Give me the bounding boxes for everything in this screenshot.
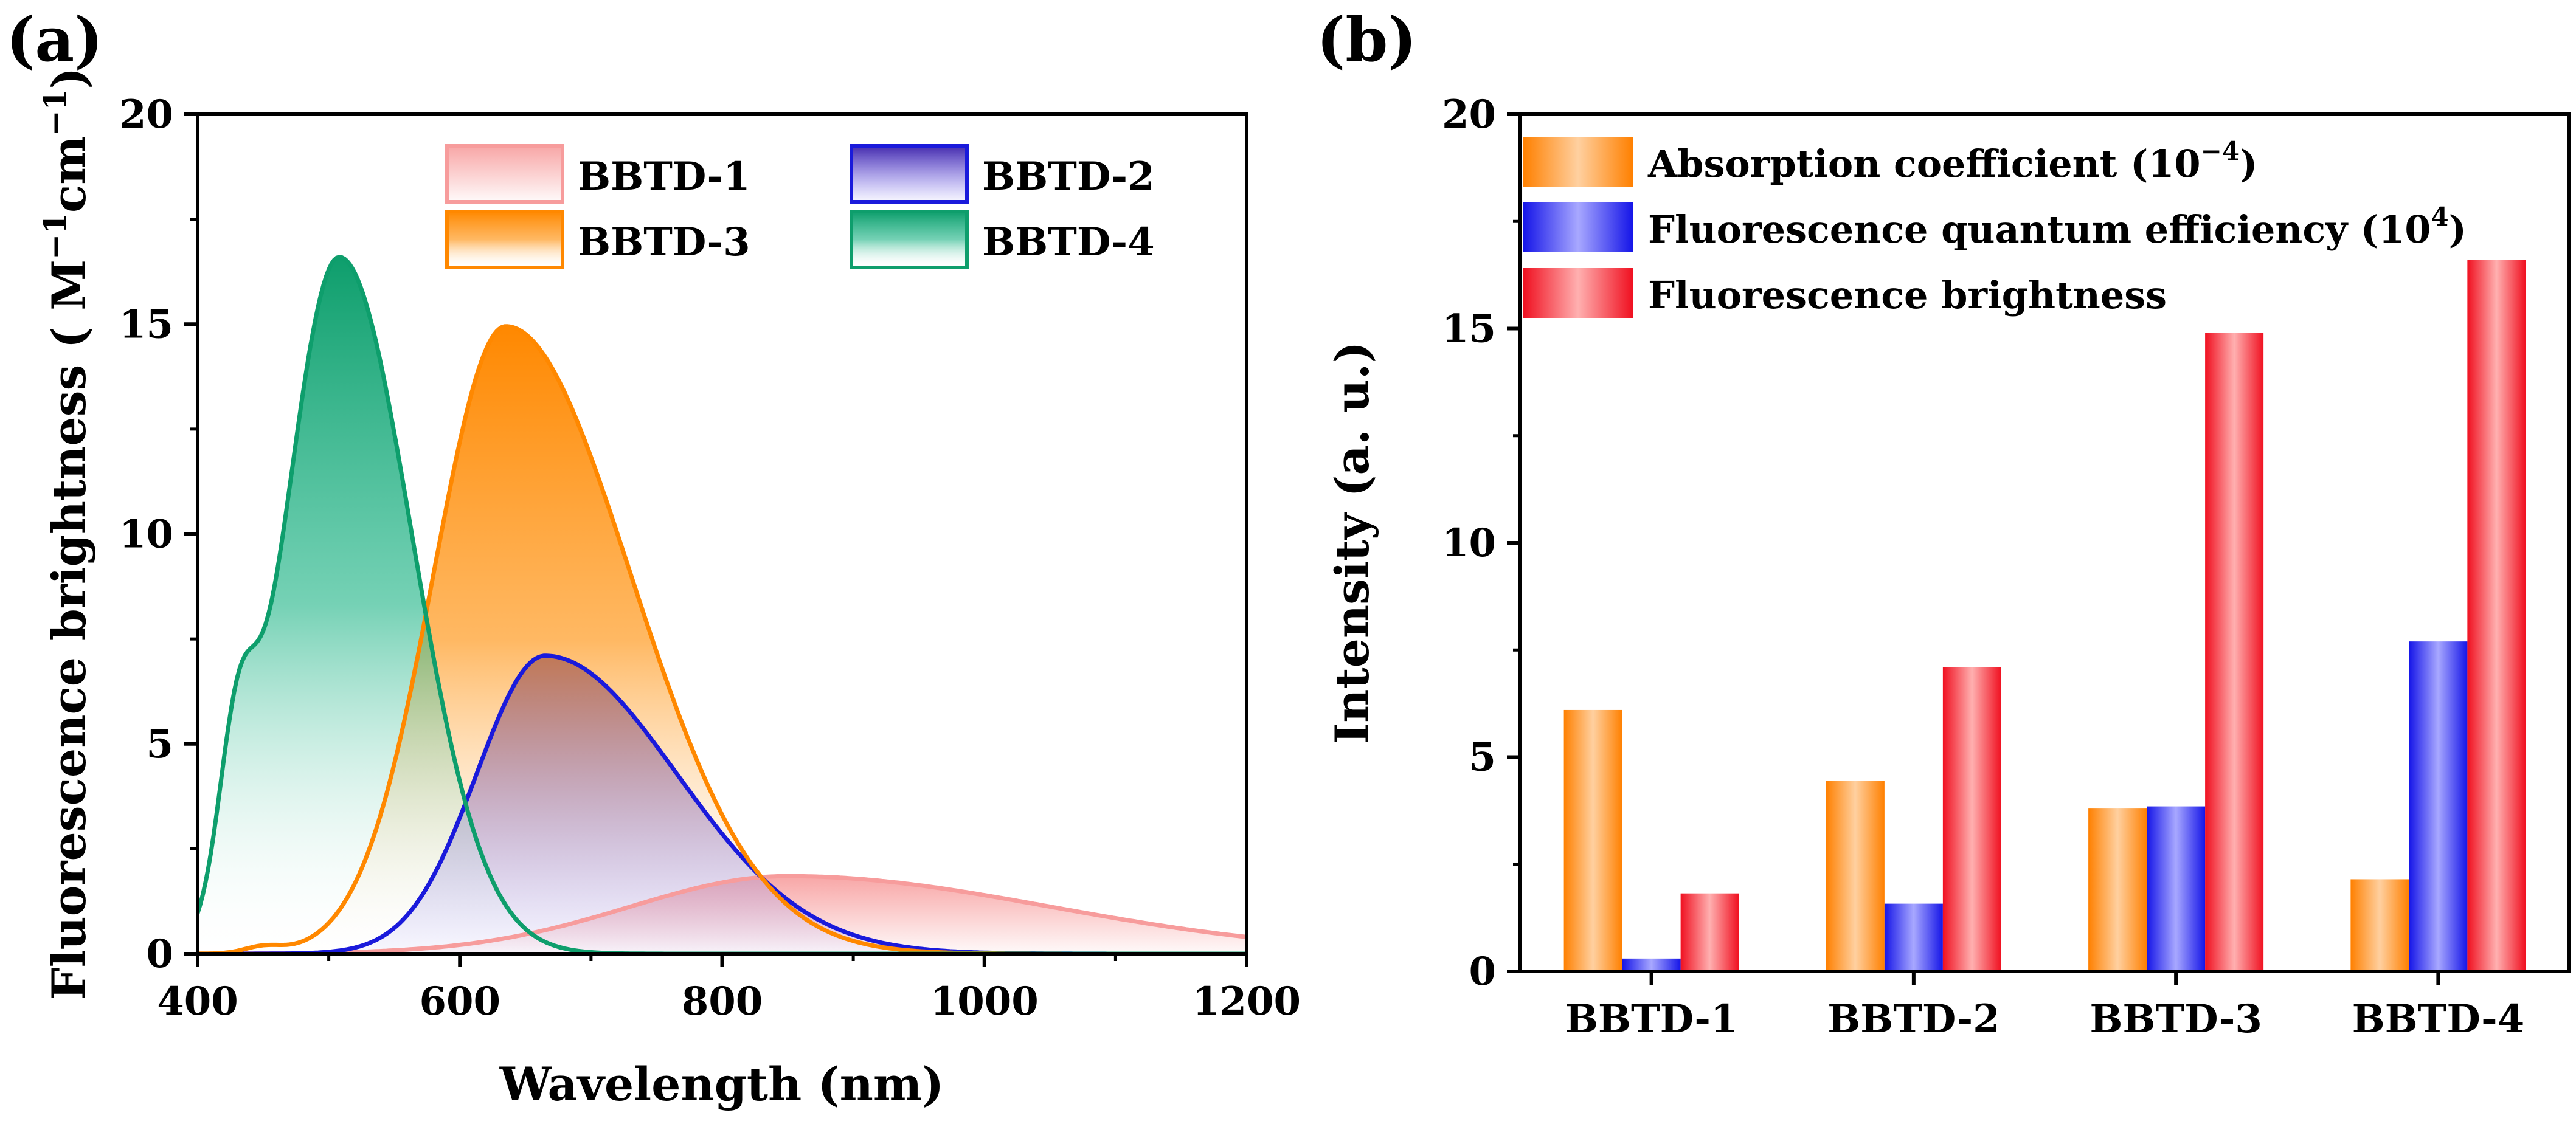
legend-label-series-3: Fluorescence brightness bbox=[1648, 273, 2167, 317]
panel-a-spectra-chart: 400 600 800 1000 1200 0 5 10 15 20 Wavelength (n… bbox=[37, 67, 1301, 1111]
legend-label-series-2: Fluorescence quantum efficiency (104) bbox=[1648, 202, 2467, 252]
legend-swatch-bbtd-1 bbox=[445, 144, 564, 204]
y-tick-label: 0 bbox=[146, 931, 173, 977]
area-bbtd-4 bbox=[198, 257, 1247, 954]
y-tick-label: 5 bbox=[146, 722, 173, 767]
line-bbtd-1 bbox=[198, 874, 1247, 956]
legend-swatch-bbtd-4 bbox=[850, 210, 969, 269]
bar-bbtd-1-series-3 bbox=[1680, 893, 1739, 971]
spectra-areas bbox=[198, 257, 1247, 954]
y-tick-label: 5 bbox=[1469, 735, 1496, 781]
bar-bbtd-2-series-3 bbox=[1942, 667, 2001, 971]
panel-a-y-axis-label: Fluorescence brightness ( M−1cm−1) bbox=[37, 67, 96, 1001]
bar-bbtd-3-series-3 bbox=[2205, 333, 2264, 971]
y-tick-label: 10 bbox=[1442, 520, 1496, 566]
legend-label-bbtd-3: BBTD-3 bbox=[578, 219, 750, 265]
y-tick-label: 10 bbox=[119, 512, 173, 557]
legend-label-bbtd-1: BBTD-1 bbox=[578, 154, 750, 199]
x-tick-label: 800 bbox=[682, 979, 763, 1024]
x-tick-label: 600 bbox=[419, 979, 500, 1024]
panel-b-y-ticks: 0 5 10 15 20 bbox=[1442, 92, 1520, 994]
bar-bbtd-4-series-2 bbox=[2409, 641, 2468, 971]
x-tick-label: 1000 bbox=[930, 979, 1039, 1024]
panel-b-y-axis-label: Intensity (a. u.) bbox=[1325, 342, 1379, 745]
y-tick-label: 0 bbox=[1469, 949, 1496, 994]
legend-label-bbtd-2: BBTD-2 bbox=[982, 154, 1155, 199]
y-tick-label: 15 bbox=[1442, 306, 1496, 352]
panel-a-legend: BBTD-1 BBTD-2 BBTD-3 BBTD-4 bbox=[445, 144, 1155, 269]
category-label: BBTD-2 bbox=[1827, 996, 2000, 1042]
bar-bbtd-1-series-2 bbox=[1622, 958, 1681, 971]
bar-bbtd-3-series-2 bbox=[2147, 806, 2206, 971]
bar-bbtd-1-series-1 bbox=[1563, 709, 1622, 971]
panel-b-x-ticks: BBTD-1 BBTD-2 BBTD-3 BBTD-4 bbox=[1565, 971, 2524, 1042]
category-label: BBTD-3 bbox=[2090, 996, 2262, 1042]
y-tick-label: 20 bbox=[1442, 92, 1496, 137]
panel-a-label: (a) bbox=[6, 4, 103, 75]
panel-b-bar-chart: BBTD-1 BBTD-2 BBTD-3 BBTD-4 0 5 10 15 20 Intens… bbox=[1325, 92, 2571, 1042]
legend-swatch-series-2 bbox=[1523, 202, 1633, 252]
panel-a-y-ticks: 0 5 10 15 20 bbox=[119, 92, 198, 977]
y-tick-label: 20 bbox=[119, 92, 173, 137]
panel-b-label: (b) bbox=[1317, 4, 1417, 75]
bar-marks bbox=[1563, 260, 2526, 972]
legend-swatch-bbtd-3 bbox=[445, 210, 564, 269]
panel-b-legend: Absorption coefficient (10−4) Fluorescenc… bbox=[1523, 136, 2467, 318]
legend-label-series-1: Absorption coefficient (10−4) bbox=[1647, 136, 2257, 186]
legend-swatch-series-1 bbox=[1523, 137, 1633, 187]
bar-bbtd-3-series-1 bbox=[2088, 808, 2147, 971]
legend-swatch-series-3 bbox=[1523, 268, 1633, 318]
y-tick-label: 15 bbox=[119, 302, 173, 347]
panel-a-x-axis-label: Wavelength (nm) bbox=[499, 1057, 944, 1111]
bar-bbtd-4-series-3 bbox=[2467, 260, 2526, 972]
bar-bbtd-2-series-2 bbox=[1884, 903, 1943, 971]
legend-label-bbtd-4: BBTD-4 bbox=[982, 219, 1155, 265]
x-tick-label: 400 bbox=[157, 979, 238, 1024]
x-tick-label: 1200 bbox=[1193, 979, 1301, 1024]
category-label: BBTD-4 bbox=[2352, 996, 2525, 1042]
category-label: BBTD-1 bbox=[1565, 996, 1738, 1042]
bar-bbtd-2-series-1 bbox=[1826, 781, 1885, 971]
legend-swatch-bbtd-2 bbox=[850, 144, 969, 204]
panel-a-x-ticks: 400 600 800 1000 1200 bbox=[157, 954, 1301, 1024]
bar-bbtd-4-series-1 bbox=[2350, 879, 2409, 971]
